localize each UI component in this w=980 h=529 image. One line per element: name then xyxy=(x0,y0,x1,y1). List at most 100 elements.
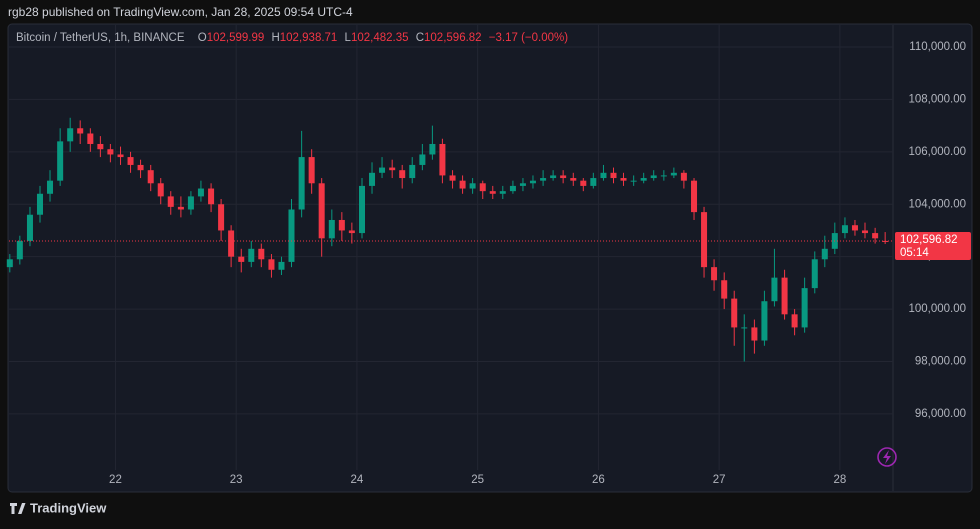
candle-body xyxy=(409,164,416,179)
candle-body xyxy=(308,157,315,184)
replay-icon[interactable] xyxy=(877,447,897,467)
candle-body xyxy=(791,314,798,328)
candle-body xyxy=(741,327,748,329)
candle-body xyxy=(348,230,355,234)
candle-body xyxy=(338,219,345,231)
footer-logo[interactable]: TradingView xyxy=(10,500,107,515)
countdown: 05:14 xyxy=(900,247,929,259)
candle-body xyxy=(268,259,275,270)
grid: 96,000.0098,000.00100,000.00102,000.0010… xyxy=(9,25,966,486)
candle-body xyxy=(670,172,677,176)
candle-body xyxy=(540,178,547,181)
candle-body xyxy=(288,209,295,262)
candle-body xyxy=(77,128,84,134)
candle-body xyxy=(650,175,657,179)
candle-body xyxy=(36,193,44,215)
change-value: −3.17 (−0.00%) xyxy=(489,32,568,44)
candle-body xyxy=(781,277,788,315)
y-tick-label: 96,000.00 xyxy=(915,408,966,420)
candle-body xyxy=(177,206,184,210)
candle-body xyxy=(479,183,486,192)
y-tick-label: 98,000.00 xyxy=(915,356,966,368)
candle-body xyxy=(610,172,617,179)
brand: TradingView xyxy=(30,500,107,515)
candle-body xyxy=(680,172,687,181)
candle-body xyxy=(16,240,23,260)
candle-body xyxy=(630,180,637,182)
candle-body xyxy=(187,196,194,210)
candle-body xyxy=(590,178,597,186)
candle-body xyxy=(358,185,366,234)
candle-body xyxy=(489,191,496,194)
candle-body xyxy=(640,178,647,181)
candle-body xyxy=(771,277,778,302)
candle-body xyxy=(278,261,285,270)
symbol: Bitcoin / TetherUS, 1h, BINANCE xyxy=(16,32,185,44)
x-tick-label: 23 xyxy=(230,474,243,486)
candle-body xyxy=(157,183,164,197)
logo-mark xyxy=(10,503,26,514)
x-tick-label: 22 xyxy=(109,474,122,486)
candle-body xyxy=(379,167,386,173)
candle-body xyxy=(258,248,265,260)
candle-body xyxy=(127,157,134,165)
candle-body xyxy=(469,183,476,189)
candle-body xyxy=(117,154,124,158)
candle-body xyxy=(811,259,818,289)
candle-body xyxy=(107,149,114,155)
x-tick-label: 27 xyxy=(713,474,726,486)
candle-body xyxy=(761,301,768,341)
candle-body xyxy=(449,175,456,181)
candle-body xyxy=(459,180,466,189)
candle-body xyxy=(721,280,728,299)
candle-body xyxy=(499,191,506,194)
candle-body xyxy=(97,143,104,150)
low-label: L xyxy=(345,32,352,44)
icon-bolt xyxy=(883,450,891,464)
candle-body xyxy=(801,288,808,328)
candle-body xyxy=(167,196,174,207)
close-value: 102,596.82 xyxy=(424,32,482,44)
candle-body xyxy=(369,172,376,186)
candle-body xyxy=(47,180,54,194)
candles xyxy=(6,117,889,362)
candle-body xyxy=(228,230,235,257)
publisher-line: rgb28 published on TradingView.com, Jan … xyxy=(8,5,353,19)
low-value: 102,482.35 xyxy=(351,32,409,44)
candle-body xyxy=(570,178,577,181)
candle-body xyxy=(701,212,708,268)
candle-body xyxy=(439,143,446,176)
x-tick-label: 25 xyxy=(471,474,484,486)
candle-body xyxy=(751,327,758,341)
candle-body xyxy=(137,164,144,171)
candle-body xyxy=(509,185,516,192)
candle-body xyxy=(298,157,305,210)
candle-body xyxy=(6,259,13,268)
candle-body xyxy=(660,175,667,177)
candle-body xyxy=(872,233,879,239)
candle-body xyxy=(519,183,526,186)
high-label: H xyxy=(271,32,279,44)
candle-body xyxy=(550,175,557,179)
candle-body xyxy=(580,180,587,186)
candle-body xyxy=(560,175,567,179)
candle-body xyxy=(419,154,426,165)
candle-body xyxy=(26,214,33,241)
candle-body xyxy=(218,204,225,231)
candle-body xyxy=(841,225,848,234)
candle-body xyxy=(197,188,204,197)
candle-body xyxy=(731,298,738,328)
candle-body xyxy=(529,180,536,184)
candle-body xyxy=(600,172,607,179)
icon-ring xyxy=(877,447,897,467)
open-label: O xyxy=(198,32,207,44)
y-tick-label: 106,000.00 xyxy=(908,146,966,158)
chart-panel xyxy=(7,23,973,493)
x-tick-label: 24 xyxy=(351,474,364,486)
candle-body xyxy=(429,143,436,155)
candle-body xyxy=(67,128,74,142)
x-tick-label: 26 xyxy=(592,474,605,486)
candle-body xyxy=(711,267,718,281)
